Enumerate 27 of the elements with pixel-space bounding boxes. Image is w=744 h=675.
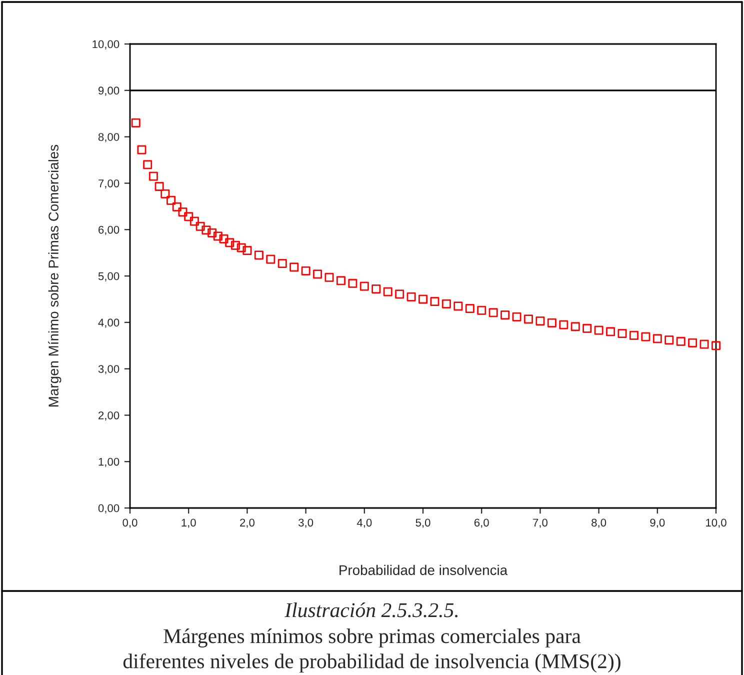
x-tick-label: 6,0 — [474, 518, 489, 528]
y-tick-label: 3,00 — [98, 365, 120, 374]
x-tick-label: 3,0 — [298, 518, 314, 528]
y-tick-label: 0,00 — [98, 504, 120, 514]
y-axis-title: Margen Mínimo sobre Primas Comerciales — [48, 144, 62, 406]
y-tick-label: 7,00 — [98, 179, 120, 189]
x-tick-label: 0,0 — [122, 518, 138, 528]
x-tick-label: 4,0 — [356, 518, 372, 528]
x-tick-label: 7,0 — [533, 518, 548, 528]
y-tick-label: 5,00 — [98, 272, 120, 282]
y-tick-label: 1,00 — [98, 458, 120, 468]
text: diferentes niveles de probabilidad de insolvencia (MMS(2)) — [123, 653, 620, 673]
x-tick-label: 1,0 — [182, 518, 196, 528]
y-tick-label: 10,00 — [92, 40, 120, 50]
x-tick-label: 8,0 — [592, 518, 606, 528]
y-tick-label: 6,00 — [98, 226, 120, 236]
x-tick-label: 5,0 — [416, 518, 430, 528]
y-tick-label: 9,00 — [98, 86, 120, 96]
x-tick-label: 10,0 — [706, 518, 726, 528]
text: Márgenes mínimos sobre primas comerciales para — [164, 628, 581, 648]
x-tick-label: 9,0 — [650, 518, 665, 528]
x-tick-label: 2,0 — [240, 518, 254, 528]
x-axis-title: Probabilidad de insolvencia — [340, 564, 508, 576]
y-tick-label: 2,00 — [98, 411, 120, 421]
y-tick-label: 4,00 — [98, 318, 120, 328]
text: Ilustración 2.5.3.2.5. — [284, 602, 458, 618]
y-tick-label: 8,00 — [98, 133, 120, 142]
